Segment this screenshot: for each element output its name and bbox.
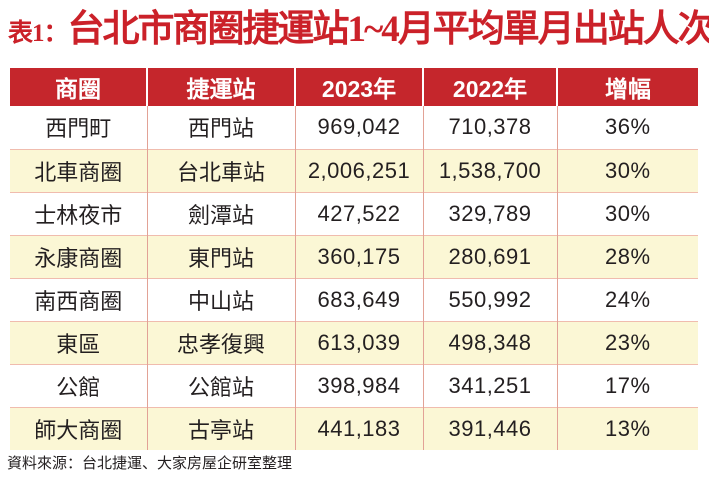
- column-header-station: 捷運站: [147, 68, 296, 106]
- cell-station: 中山站: [147, 277, 296, 321]
- table-title: 表1：台北市商圈捷運站1~4月平均單月出站人次: [8, 4, 709, 63]
- table-row: 師大商圈 古亭站 441,183 391,446 13%: [10, 406, 698, 450]
- cell-2022: 498,348: [423, 320, 558, 364]
- cell-growth: 24%: [557, 277, 698, 321]
- cell-2022: 280,691: [423, 234, 558, 278]
- cell-district: 永康商圈: [10, 234, 148, 278]
- mrt-exit-table: 商圈 捷運站 2023年 2022年 增幅 西門町 西門站 969,042 71…: [10, 68, 698, 450]
- cell-growth: 30%: [557, 148, 698, 192]
- column-header-growth: 增幅: [557, 68, 698, 106]
- cell-growth: 30%: [557, 191, 698, 235]
- cell-2022: 329,789: [423, 191, 558, 235]
- cell-2023: 969,042: [295, 106, 424, 149]
- cell-2022: 710,378: [423, 106, 558, 149]
- cell-2022: 550,992: [423, 277, 558, 321]
- header-row: 商圈 捷運站 2023年 2022年 增幅: [10, 68, 698, 106]
- cell-station: 東門站: [147, 234, 296, 278]
- column-header-2023: 2023年: [295, 68, 424, 106]
- table-row: 東區 忠孝復興 613,039 498,348 23%: [10, 320, 698, 364]
- table-row: 公館 公館站 398,984 341,251 17%: [10, 363, 698, 407]
- cell-district: 師大商圈: [10, 406, 148, 450]
- table-row: 永康商圈 東門站 360,175 280,691 28%: [10, 234, 698, 278]
- cell-station: 西門站: [147, 106, 296, 149]
- source-note: 資料來源：台北捷運、大家房屋企研室整理: [7, 455, 293, 472]
- cell-2023: 613,039: [295, 320, 424, 364]
- cell-station: 古亭站: [147, 406, 296, 450]
- column-header-district: 商圈: [10, 68, 148, 106]
- cell-station: 劍潭站: [147, 191, 296, 235]
- cell-2023: 2,006,251: [295, 148, 424, 192]
- cell-2022: 341,251: [423, 363, 558, 407]
- table-row: 南西商圈 中山站 683,649 550,992 24%: [10, 277, 698, 321]
- table-title-prefix: 表1：: [8, 20, 69, 47]
- cell-2023: 683,649: [295, 277, 424, 321]
- cell-district: 士林夜市: [10, 191, 148, 235]
- table-row: 士林夜市 劍潭站 427,522 329,789 30%: [10, 191, 698, 235]
- cell-station: 公館站: [147, 363, 296, 407]
- cell-district: 東區: [10, 320, 148, 364]
- cell-2023: 360,175: [295, 234, 424, 278]
- cell-district: 公館: [10, 363, 148, 407]
- cell-station: 台北車站: [147, 148, 296, 192]
- cell-2022: 1,538,700: [423, 148, 558, 192]
- cell-district: 北車商圈: [10, 148, 148, 192]
- column-header-2022: 2022年: [423, 68, 558, 106]
- cell-2023: 427,522: [295, 191, 424, 235]
- cell-district: 西門町: [10, 106, 148, 149]
- table-row: 北車商圈 台北車站 2,006,251 1,538,700 30%: [10, 148, 698, 192]
- cell-2023: 398,984: [295, 363, 424, 407]
- cell-growth: 13%: [557, 406, 698, 450]
- cell-growth: 17%: [557, 363, 698, 407]
- cell-growth: 36%: [557, 106, 698, 149]
- table-title-main: 台北市商圈捷運站1~4月平均單月出站人次: [67, 9, 709, 50]
- cell-2023: 441,183: [295, 406, 424, 450]
- cell-station: 忠孝復興: [147, 320, 296, 364]
- cell-growth: 28%: [557, 234, 698, 278]
- cell-2022: 391,446: [423, 406, 558, 450]
- cell-district: 南西商圈: [10, 277, 148, 321]
- cell-growth: 23%: [557, 320, 698, 364]
- table-row: 西門町 西門站 969,042 710,378 36%: [10, 106, 698, 149]
